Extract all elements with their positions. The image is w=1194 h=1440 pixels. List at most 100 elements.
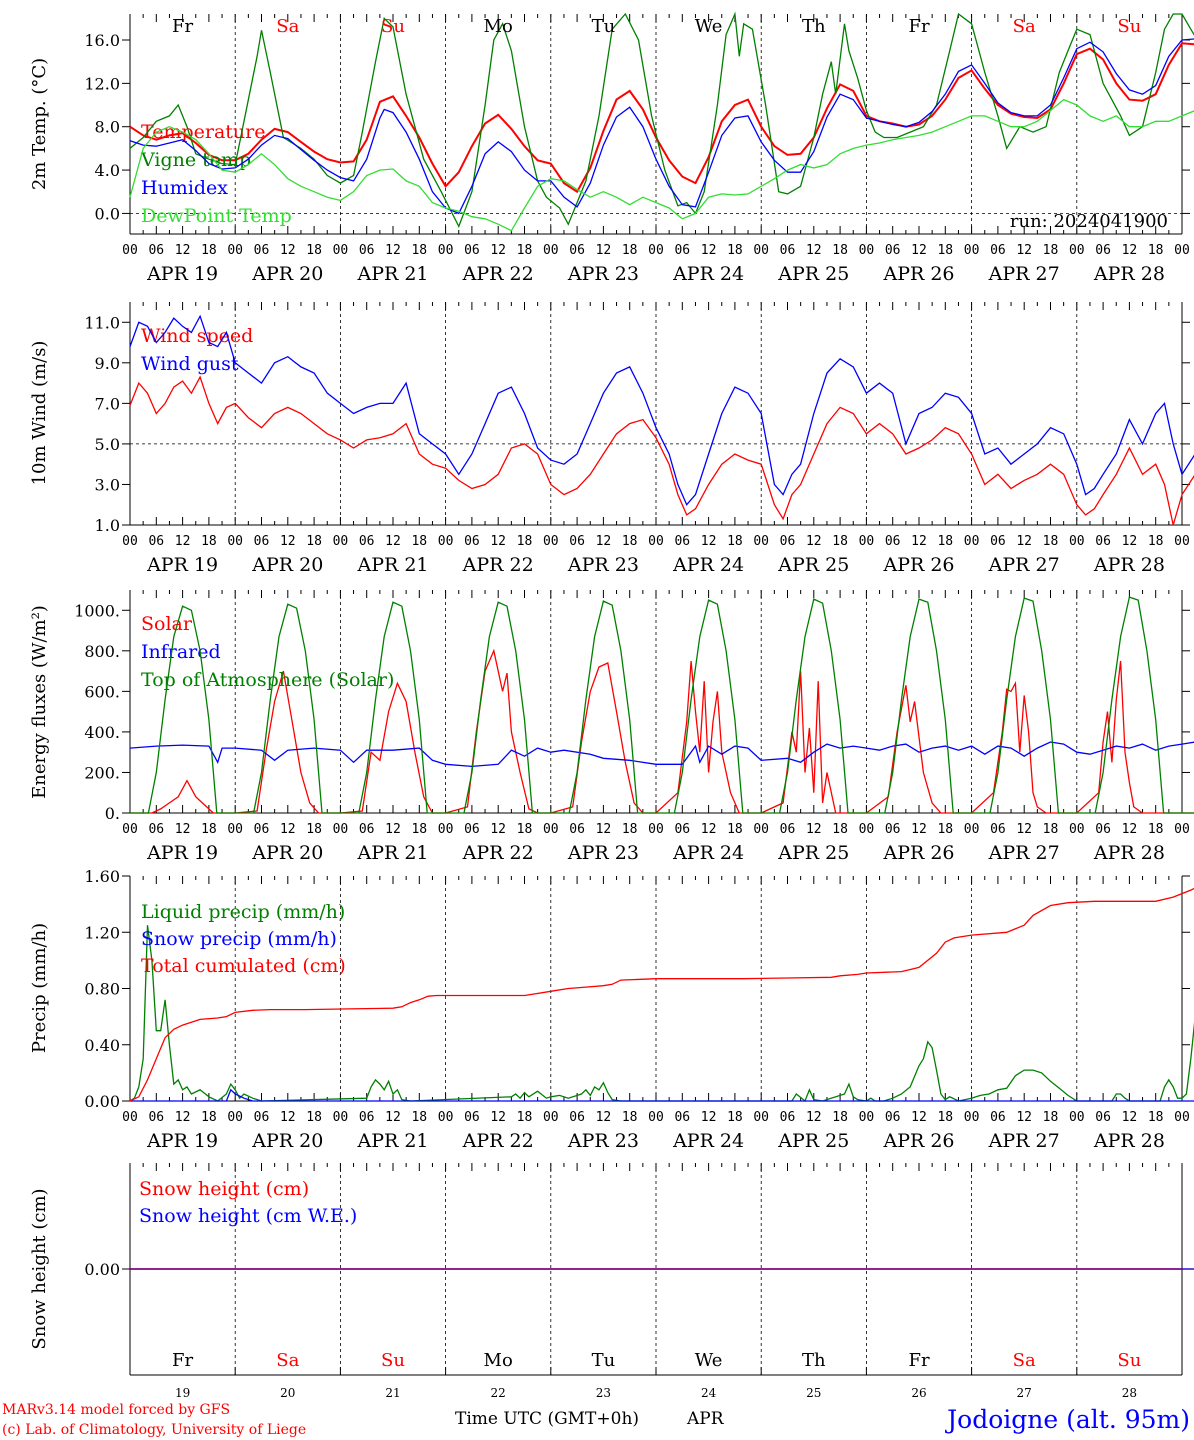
hour-tick-label: 00 [1069, 1110, 1085, 1125]
hour-tick-label: 06 [885, 822, 901, 837]
date-label: APR 23 [567, 263, 639, 285]
date-label: APR 23 [567, 1130, 639, 1152]
panel-10m-wind: 1.0 3.0 5.0 7.0 9.0 11.0 10m Wind (m/s) Wind sp… [29, 302, 1194, 576]
y-tick-label: 0. [105, 804, 120, 823]
hour-tick-label: 00 [122, 534, 138, 549]
footer-month-label: APR [686, 1409, 725, 1429]
date-label: APR 26 [882, 554, 954, 576]
hour-tick-label: 00 [1174, 534, 1190, 549]
hour-tick-label: 18 [517, 822, 533, 837]
hour-tick-label: 00 [438, 243, 454, 258]
day-label: Sa [276, 16, 299, 37]
legend-series-infrared: Infrared [141, 641, 221, 663]
hour-tick-label: 18 [832, 243, 848, 258]
hour-tick-label: 00 [227, 243, 243, 258]
hour-tick-label: 18 [1043, 822, 1059, 837]
hour-tick-label: 06 [464, 243, 480, 258]
day-number-label: 23 [596, 1386, 611, 1400]
hour-tick-label: 06 [1095, 243, 1111, 258]
hour-tick-label: 18 [937, 243, 953, 258]
hour-tick-label: 00 [753, 822, 769, 837]
hour-tick-label: 06 [885, 534, 901, 549]
y-tick-label: 7.0 [95, 394, 120, 413]
hour-tick-label: 00 [333, 243, 349, 258]
hour-tick-label: 06 [464, 1110, 480, 1125]
hour-tick-label: 00 [438, 534, 454, 549]
hour-tick-label: 06 [674, 822, 690, 837]
hour-tick-label: 06 [148, 534, 164, 549]
day-label: We [695, 1350, 723, 1371]
date-label: APR 19 [146, 554, 218, 576]
hour-tick-label: 12 [280, 534, 296, 549]
hour-tick-label: 12 [806, 1110, 822, 1125]
day-number-label: 19 [175, 1386, 190, 1400]
hour-tick-label: 00 [648, 1110, 664, 1125]
hour-tick-label: 12 [806, 243, 822, 258]
y-tick-label: 1.60 [84, 867, 120, 886]
hour-tick-label: 12 [385, 1110, 401, 1125]
panel-2m-temp-: 0.0 4.0 8.0 12.0 16.0 2m Temp. (°C) Temperatur… [29, 11, 1194, 285]
day-label: Th [802, 16, 826, 37]
hour-tick-label: 00 [122, 243, 138, 258]
hour-tick-label: 00 [227, 822, 243, 837]
hour-tick-label: 12 [1016, 822, 1032, 837]
series-wind-speed-line [129, 375, 1194, 526]
hour-tick-label: 06 [990, 1110, 1006, 1125]
hour-tick-label: 12 [175, 243, 191, 258]
legend-series-wind-gust: Wind gust [141, 353, 239, 375]
day-label: Su [381, 16, 405, 37]
hour-tick-label: 18 [727, 1110, 743, 1125]
legend-series-snow-precip-mm-h: Snow precip (mm/h) [141, 928, 337, 950]
hour-tick-label: 18 [517, 243, 533, 258]
day-label: Sa [1013, 16, 1036, 37]
day-label: Tu [592, 1350, 616, 1371]
day-label: Fr [908, 16, 929, 37]
series-infrared-line [129, 741, 1194, 768]
hour-tick-label: 12 [490, 822, 506, 837]
hour-tick-label: 12 [175, 1110, 191, 1125]
hour-tick-label: 18 [832, 1110, 848, 1125]
date-label: APR 22 [462, 554, 534, 576]
hour-tick-label: 06 [885, 1110, 901, 1125]
hour-tick-label: 18 [201, 243, 217, 258]
hour-tick-label: 00 [122, 1110, 138, 1125]
hour-tick-label: 06 [569, 822, 585, 837]
hour-tick-label: 18 [832, 822, 848, 837]
hour-tick-label: 12 [596, 822, 612, 837]
date-label: APR 27 [988, 554, 1060, 576]
run-label: run: 2024041900 [1010, 211, 1168, 232]
hour-tick-label: 18 [411, 534, 427, 549]
day-label: Su [1117, 16, 1141, 37]
hour-tick-label: 12 [1122, 1110, 1138, 1125]
hour-tick-label: 18 [201, 534, 217, 549]
hour-tick-label: 18 [411, 243, 427, 258]
hour-tick-label: 06 [569, 243, 585, 258]
day-number-label: 22 [491, 1386, 506, 1400]
y-tick-label: 0.0 [95, 204, 120, 223]
date-label: APR 21 [356, 842, 428, 864]
footer-model-credit: MARv3.14 model forced by GFS [2, 1402, 230, 1418]
hour-tick-label: 06 [254, 822, 270, 837]
hour-tick-label: 06 [254, 243, 270, 258]
hour-tick-label: 18 [1043, 1110, 1059, 1125]
day-label: Mo [484, 1350, 513, 1371]
day-number-label: 24 [701, 1386, 717, 1400]
hour-tick-label: 06 [359, 534, 375, 549]
legend-series-snow-height-cm-w-e: Snow height (cm W.E.) [139, 1205, 357, 1227]
hour-tick-label: 00 [859, 1110, 875, 1125]
hour-tick-label: 06 [254, 1110, 270, 1125]
date-label: APR 20 [251, 842, 323, 864]
series-total-cumulated-cm-line [129, 887, 1194, 1102]
day-number-label: 25 [806, 1386, 821, 1400]
hour-tick-label: 12 [701, 243, 717, 258]
y-tick-label: 0.00 [84, 1092, 120, 1111]
date-label: APR 27 [988, 842, 1060, 864]
hour-tick-label: 18 [832, 534, 848, 549]
day-label: Su [1117, 1350, 1141, 1371]
date-label: APR 25 [777, 1130, 849, 1152]
hour-tick-label: 00 [1069, 534, 1085, 549]
hour-tick-label: 18 [201, 822, 217, 837]
hour-tick-label: 00 [859, 822, 875, 837]
day-label: We [695, 16, 723, 37]
